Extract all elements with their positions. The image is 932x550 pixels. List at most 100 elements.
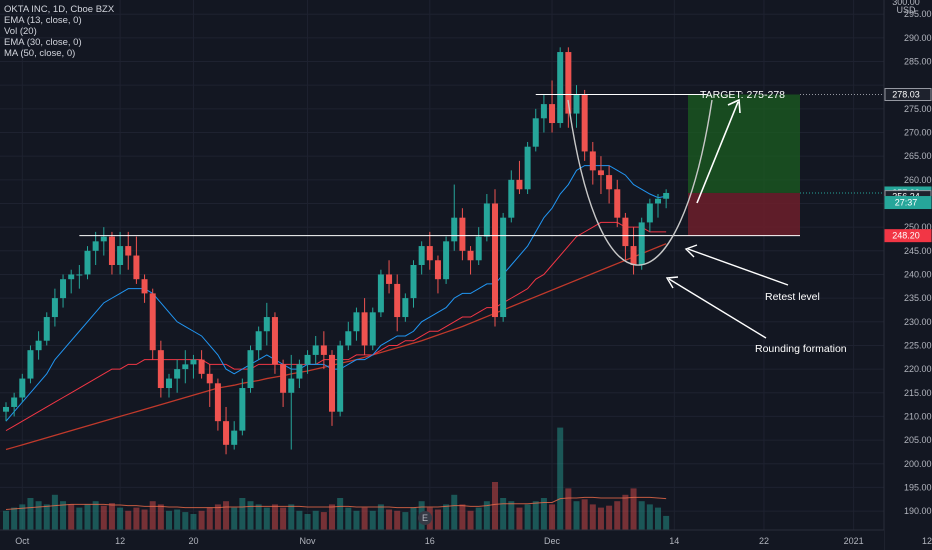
candle-body[interactable] bbox=[190, 359, 197, 365]
ema13-legend[interactable]: EMA (13, close, 0) bbox=[4, 15, 82, 26]
candle-body[interactable] bbox=[3, 406, 9, 412]
candle-body[interactable] bbox=[581, 94, 588, 152]
candle-body[interactable] bbox=[549, 104, 556, 124]
candle-body[interactable] bbox=[125, 246, 132, 256]
candle-body[interactable] bbox=[532, 118, 539, 147]
candle-body[interactable] bbox=[304, 354, 311, 365]
candle-body[interactable] bbox=[51, 298, 58, 318]
profit-zone[interactable] bbox=[688, 94, 800, 193]
candle-body[interactable] bbox=[565, 52, 572, 114]
candle-body[interactable] bbox=[410, 265, 417, 299]
candle-body[interactable] bbox=[500, 217, 507, 318]
candle-body[interactable] bbox=[646, 203, 653, 223]
candle-body[interactable] bbox=[622, 217, 629, 247]
candle-body[interactable] bbox=[516, 179, 523, 190]
candle-body[interactable] bbox=[280, 364, 287, 393]
candle-body[interactable] bbox=[157, 350, 164, 389]
candle-body[interactable] bbox=[353, 312, 360, 332]
candle-body[interactable] bbox=[223, 421, 230, 445]
rounding-curve[interactable] bbox=[567, 99, 713, 266]
stop-zone[interactable] bbox=[688, 192, 800, 236]
candle-body[interactable] bbox=[663, 192, 670, 199]
candle-body[interactable] bbox=[84, 250, 91, 275]
price-tag[interactable] bbox=[884, 88, 932, 102]
candle-body[interactable] bbox=[214, 383, 221, 422]
rounding-arrow-line[interactable] bbox=[668, 278, 767, 339]
candle-body[interactable] bbox=[492, 203, 498, 318]
price-tag[interactable] bbox=[884, 229, 932, 243]
candle-body[interactable] bbox=[320, 345, 327, 355]
candle-body[interactable] bbox=[467, 250, 474, 261]
candle-body[interactable] bbox=[386, 274, 393, 284]
candle-body[interactable] bbox=[418, 246, 425, 265]
candle-body[interactable] bbox=[597, 170, 604, 176]
candle-body[interactable] bbox=[426, 246, 433, 261]
candle-body[interactable] bbox=[589, 151, 596, 171]
time-tick-label: Oct bbox=[15, 536, 30, 546]
candle-body[interactable] bbox=[483, 203, 490, 237]
candle-body[interactable] bbox=[108, 236, 115, 265]
candle-body[interactable] bbox=[329, 354, 335, 412]
candle-body[interactable] bbox=[271, 317, 278, 365]
candle-body[interactable] bbox=[239, 388, 246, 431]
candle-body[interactable] bbox=[540, 104, 547, 119]
candle-body[interactable] bbox=[149, 293, 156, 351]
candle-body[interactable] bbox=[630, 246, 637, 265]
candle-body[interactable] bbox=[263, 317, 270, 332]
candle-body[interactable] bbox=[11, 397, 18, 407]
candle-body[interactable] bbox=[394, 283, 401, 318]
candle-body[interactable] bbox=[166, 378, 172, 389]
candle-body[interactable] bbox=[100, 236, 107, 242]
candle-body[interactable] bbox=[288, 378, 295, 393]
volume-legend[interactable]: Vol (20) bbox=[4, 26, 37, 37]
candle-body[interactable] bbox=[508, 179, 515, 218]
candle-body[interactable] bbox=[117, 246, 124, 265]
candle-body[interactable] bbox=[76, 274, 83, 276]
ema30-legend[interactable]: EMA (30, close, 0) bbox=[4, 37, 82, 48]
volume-bar bbox=[622, 494, 629, 530]
candle-body[interactable] bbox=[312, 345, 319, 355]
ma50-legend[interactable]: MA (50, close, 0) bbox=[4, 48, 76, 59]
retest-arrow-line[interactable] bbox=[687, 248, 789, 286]
candle-body[interactable] bbox=[337, 345, 344, 412]
candle-body[interactable] bbox=[174, 369, 181, 379]
candle-body[interactable] bbox=[451, 217, 458, 242]
candle-body[interactable] bbox=[377, 274, 384, 313]
candle-body[interactable] bbox=[198, 359, 205, 374]
candle-body[interactable] bbox=[345, 331, 352, 346]
candle-body[interactable] bbox=[182, 364, 189, 370]
candle-body[interactable] bbox=[573, 94, 580, 114]
candle-body[interactable] bbox=[255, 331, 262, 351]
candle-body[interactable] bbox=[247, 350, 254, 389]
candle-body[interactable] bbox=[27, 350, 34, 379]
candle-body[interactable] bbox=[443, 241, 450, 280]
candle-body[interactable] bbox=[361, 312, 368, 346]
candle-body[interactable] bbox=[60, 279, 67, 299]
candle-body[interactable] bbox=[35, 340, 42, 351]
candle-body[interactable] bbox=[459, 217, 466, 251]
candle-body[interactable] bbox=[296, 364, 303, 379]
symbol-title[interactable]: OKTA INC, 1D, Cboe BZX bbox=[4, 4, 115, 15]
candle-body[interactable] bbox=[557, 52, 564, 124]
candle-body[interactable] bbox=[92, 241, 99, 251]
candle-body[interactable] bbox=[19, 378, 26, 398]
candle-body[interactable] bbox=[655, 198, 661, 204]
candle-body[interactable] bbox=[475, 236, 482, 261]
target-arrow-line[interactable] bbox=[696, 101, 739, 204]
candle-body[interactable] bbox=[369, 312, 376, 346]
candle-body[interactable] bbox=[231, 430, 238, 445]
candle-body[interactable] bbox=[524, 146, 531, 190]
candle-body[interactable] bbox=[68, 274, 75, 280]
candle-body[interactable] bbox=[141, 279, 148, 294]
candle-body[interactable] bbox=[43, 317, 50, 341]
candle-body[interactable] bbox=[434, 260, 441, 280]
candle-body[interactable] bbox=[614, 189, 621, 218]
candle-body[interactable] bbox=[402, 298, 409, 318]
candle-body[interactable] bbox=[206, 373, 213, 384]
candle-body[interactable] bbox=[638, 222, 645, 265]
candle-body[interactable] bbox=[133, 255, 140, 280]
price-tag[interactable] bbox=[884, 196, 932, 210]
earnings-marker-icon[interactable] bbox=[418, 511, 432, 525]
candle-body[interactable] bbox=[606, 175, 613, 190]
